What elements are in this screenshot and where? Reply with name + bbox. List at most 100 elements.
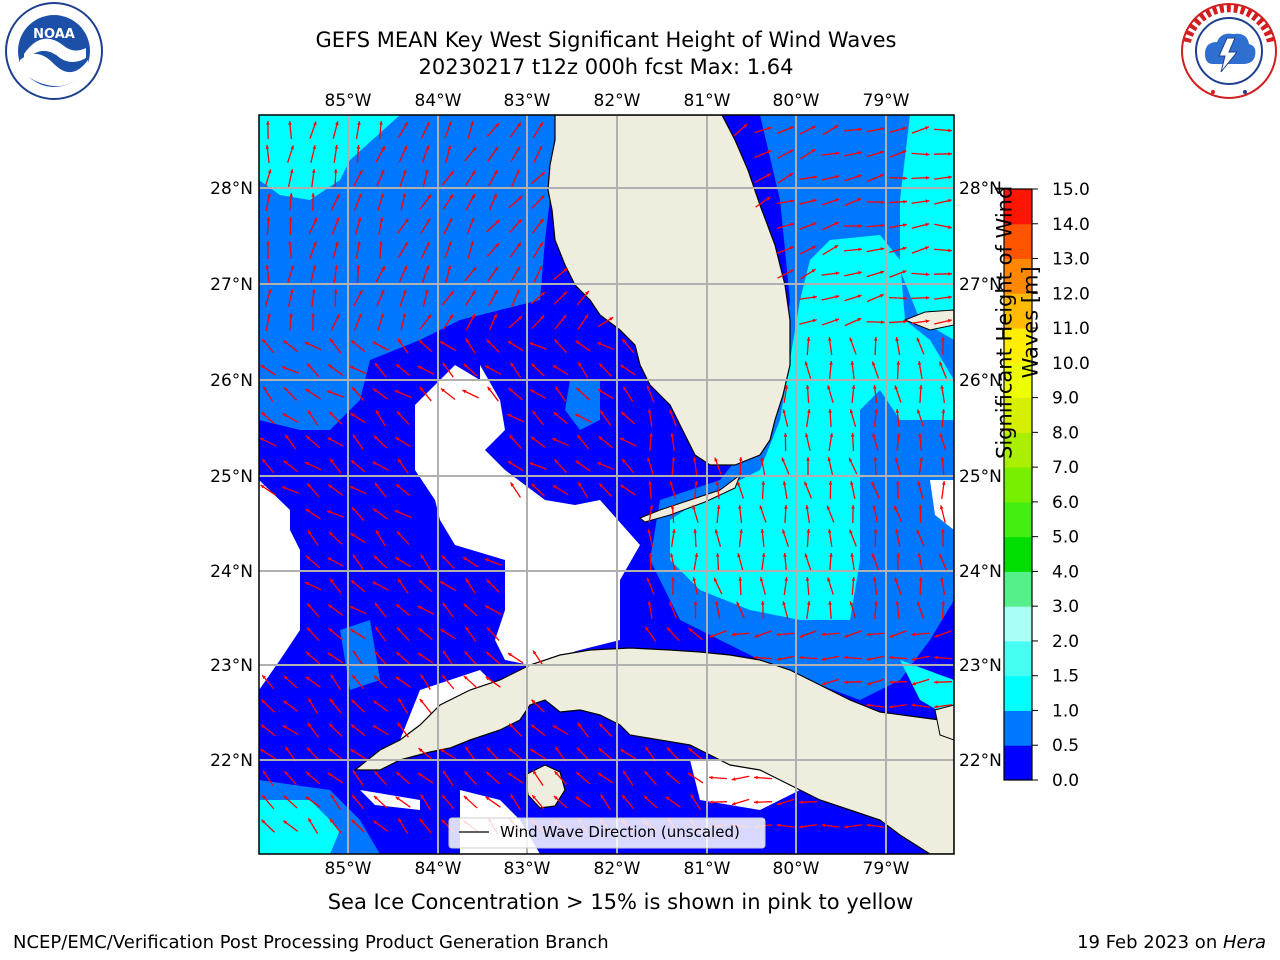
wave-direction-arrowhead (671, 577, 675, 581)
wave-direction-arrowhead (403, 265, 407, 270)
footer-date: 19 Feb 2023 on Hera (1077, 932, 1266, 953)
wave-direction-arrowhead (600, 794, 605, 799)
wave-direction-arrowhead (417, 605, 422, 610)
wave-direction-arrowhead (312, 145, 317, 150)
wave-direction-arrowhead (577, 722, 582, 727)
wave-direction-arrowhead (335, 217, 340, 222)
wave-direction-arrowhead (806, 601, 811, 605)
wave-direction-arrowhead (934, 704, 938, 709)
map-gridlines (259, 115, 954, 854)
wave-direction-arrowhead (516, 266, 521, 271)
wave-direction-arrowhead (597, 773, 602, 777)
wave-direction-arrowhead (379, 121, 383, 125)
wave-direction-arrowhead (418, 579, 423, 584)
wave-direction-arrowhead (619, 437, 624, 442)
wave-direction-arrowhead (358, 290, 363, 295)
wave-direction-arrowhead (895, 601, 900, 605)
wave-direction-arrowhead (552, 725, 557, 729)
wave-direction-arrowhead (509, 435, 514, 440)
wave-direction-arrowhead (562, 314, 567, 319)
wave-direction-arrowhead (738, 505, 742, 509)
wave-direction-arrowhead (288, 241, 292, 245)
wave-direction-arrowhead (754, 634, 759, 638)
map-frame (258, 114, 955, 855)
wave-direction-arrowhead (374, 362, 379, 367)
wave-direction-arrowhead (404, 122, 408, 127)
wave-direction-arrowhead (807, 409, 811, 413)
wave-direction-arrowhead (851, 505, 855, 509)
wave-direction-arrowhead (486, 627, 491, 632)
wave-direction-arrowhead (692, 505, 696, 510)
wave-direction-arrowhead (889, 655, 893, 660)
wave-direction-arrowhead (308, 698, 312, 703)
wave-direction-arrowhead (872, 433, 876, 438)
wave-direction-arrowhead (563, 268, 568, 272)
wave-direction-arrowhead (470, 241, 474, 246)
wave-direction-arrowhead (283, 460, 288, 465)
wave-direction-arrowhead (759, 577, 764, 582)
wave-direction-arrowhead (395, 557, 400, 561)
wave-direction-arrowhead (911, 681, 916, 686)
wave-direction-arrowhead (828, 409, 832, 413)
wave-direction-arrowhead (420, 794, 425, 799)
noaa-logo-icon: NOAA (5, 2, 103, 100)
colorbar-cell (1004, 501, 1032, 538)
wave-direction-arrowhead (789, 173, 794, 177)
wave-direction-arrowhead (372, 461, 377, 466)
wave-direction-arrowhead (622, 339, 626, 344)
wave-direction-arrowhead (941, 601, 946, 605)
wave-direction-arrowhead (827, 337, 832, 341)
wave-direction-arrowhead (647, 529, 651, 534)
wave-direction-arrowhead (290, 145, 294, 150)
wave-direction-arrowhead (903, 176, 907, 181)
wave-direction-arrowhead (262, 339, 266, 344)
wave-direction-arrowhead (539, 122, 543, 127)
wave-direction-arrowhead (941, 337, 945, 341)
wave-direction-arrowhead (857, 271, 862, 275)
colorbar-tick-label: 3.0 (1052, 597, 1079, 617)
wave-direction-arrowhead (419, 387, 424, 391)
wave-direction-arrowhead (507, 653, 512, 657)
wave-direction-arrowhead (858, 247, 862, 252)
wave-direction-arrowhead (485, 605, 490, 609)
wave-direction-arrowhead (426, 218, 431, 223)
wave-direction-arrowhead (417, 653, 422, 657)
wave-direction-arrowhead (327, 653, 332, 657)
wave-direction-arrowhead (308, 410, 312, 415)
colorbar-cell (1004, 258, 1032, 294)
wave-direction-arrowhead (540, 315, 545, 320)
wave-direction-arrowhead (925, 199, 930, 204)
wave-direction-arrowhead (284, 771, 289, 776)
wave-direction-arrowhead (398, 818, 402, 823)
wave-direction-arrowhead (948, 248, 952, 253)
wave-direction-arrowhead (463, 795, 468, 800)
latitude-labels: 22°N 23°N 24°N 25°N 26°N 27°N 28°N 22°N … (210, 179, 1002, 771)
lat-label-left: 26°N (210, 371, 253, 391)
wave-direction-arrowhead (599, 483, 604, 488)
wave-direction-arrowhead (352, 795, 356, 800)
wave-direction-arrowhead (902, 246, 907, 251)
wave-direction-arrowhead (283, 795, 288, 800)
wave-direction-arrowhead (327, 773, 332, 777)
lon-label-bottom: 80°W (773, 859, 820, 879)
wave-direction-arrowhead (540, 172, 545, 176)
wave-direction-arrowhead (790, 199, 795, 203)
wave-direction-arrowhead (804, 481, 808, 486)
wave-direction-arrowhead (828, 481, 833, 485)
wave-direction-arrowhead (609, 317, 614, 321)
wave-direction-arrowhead (462, 557, 467, 561)
wave-direction-arrowhead (396, 484, 400, 488)
wave-direction-arrowhead (835, 175, 840, 179)
wave-direction-arrowhead (485, 365, 490, 369)
wave-direction-arrowhead (447, 265, 452, 270)
wave-direction-arrowhead (307, 722, 312, 727)
wave-direction-arrowhead (784, 385, 789, 389)
wave-direction-arrowhead (714, 577, 718, 582)
wave-direction-arrowhead (666, 627, 671, 632)
wave-direction-arrowhead (529, 462, 534, 466)
wave-direction-arrowhead (448, 121, 452, 126)
wave-direction-arrowhead (288, 121, 292, 125)
wave-direction-arrowhead (925, 222, 930, 227)
wave-direction-arrowhead (305, 509, 310, 513)
wave-direction-arrowhead (737, 553, 741, 558)
